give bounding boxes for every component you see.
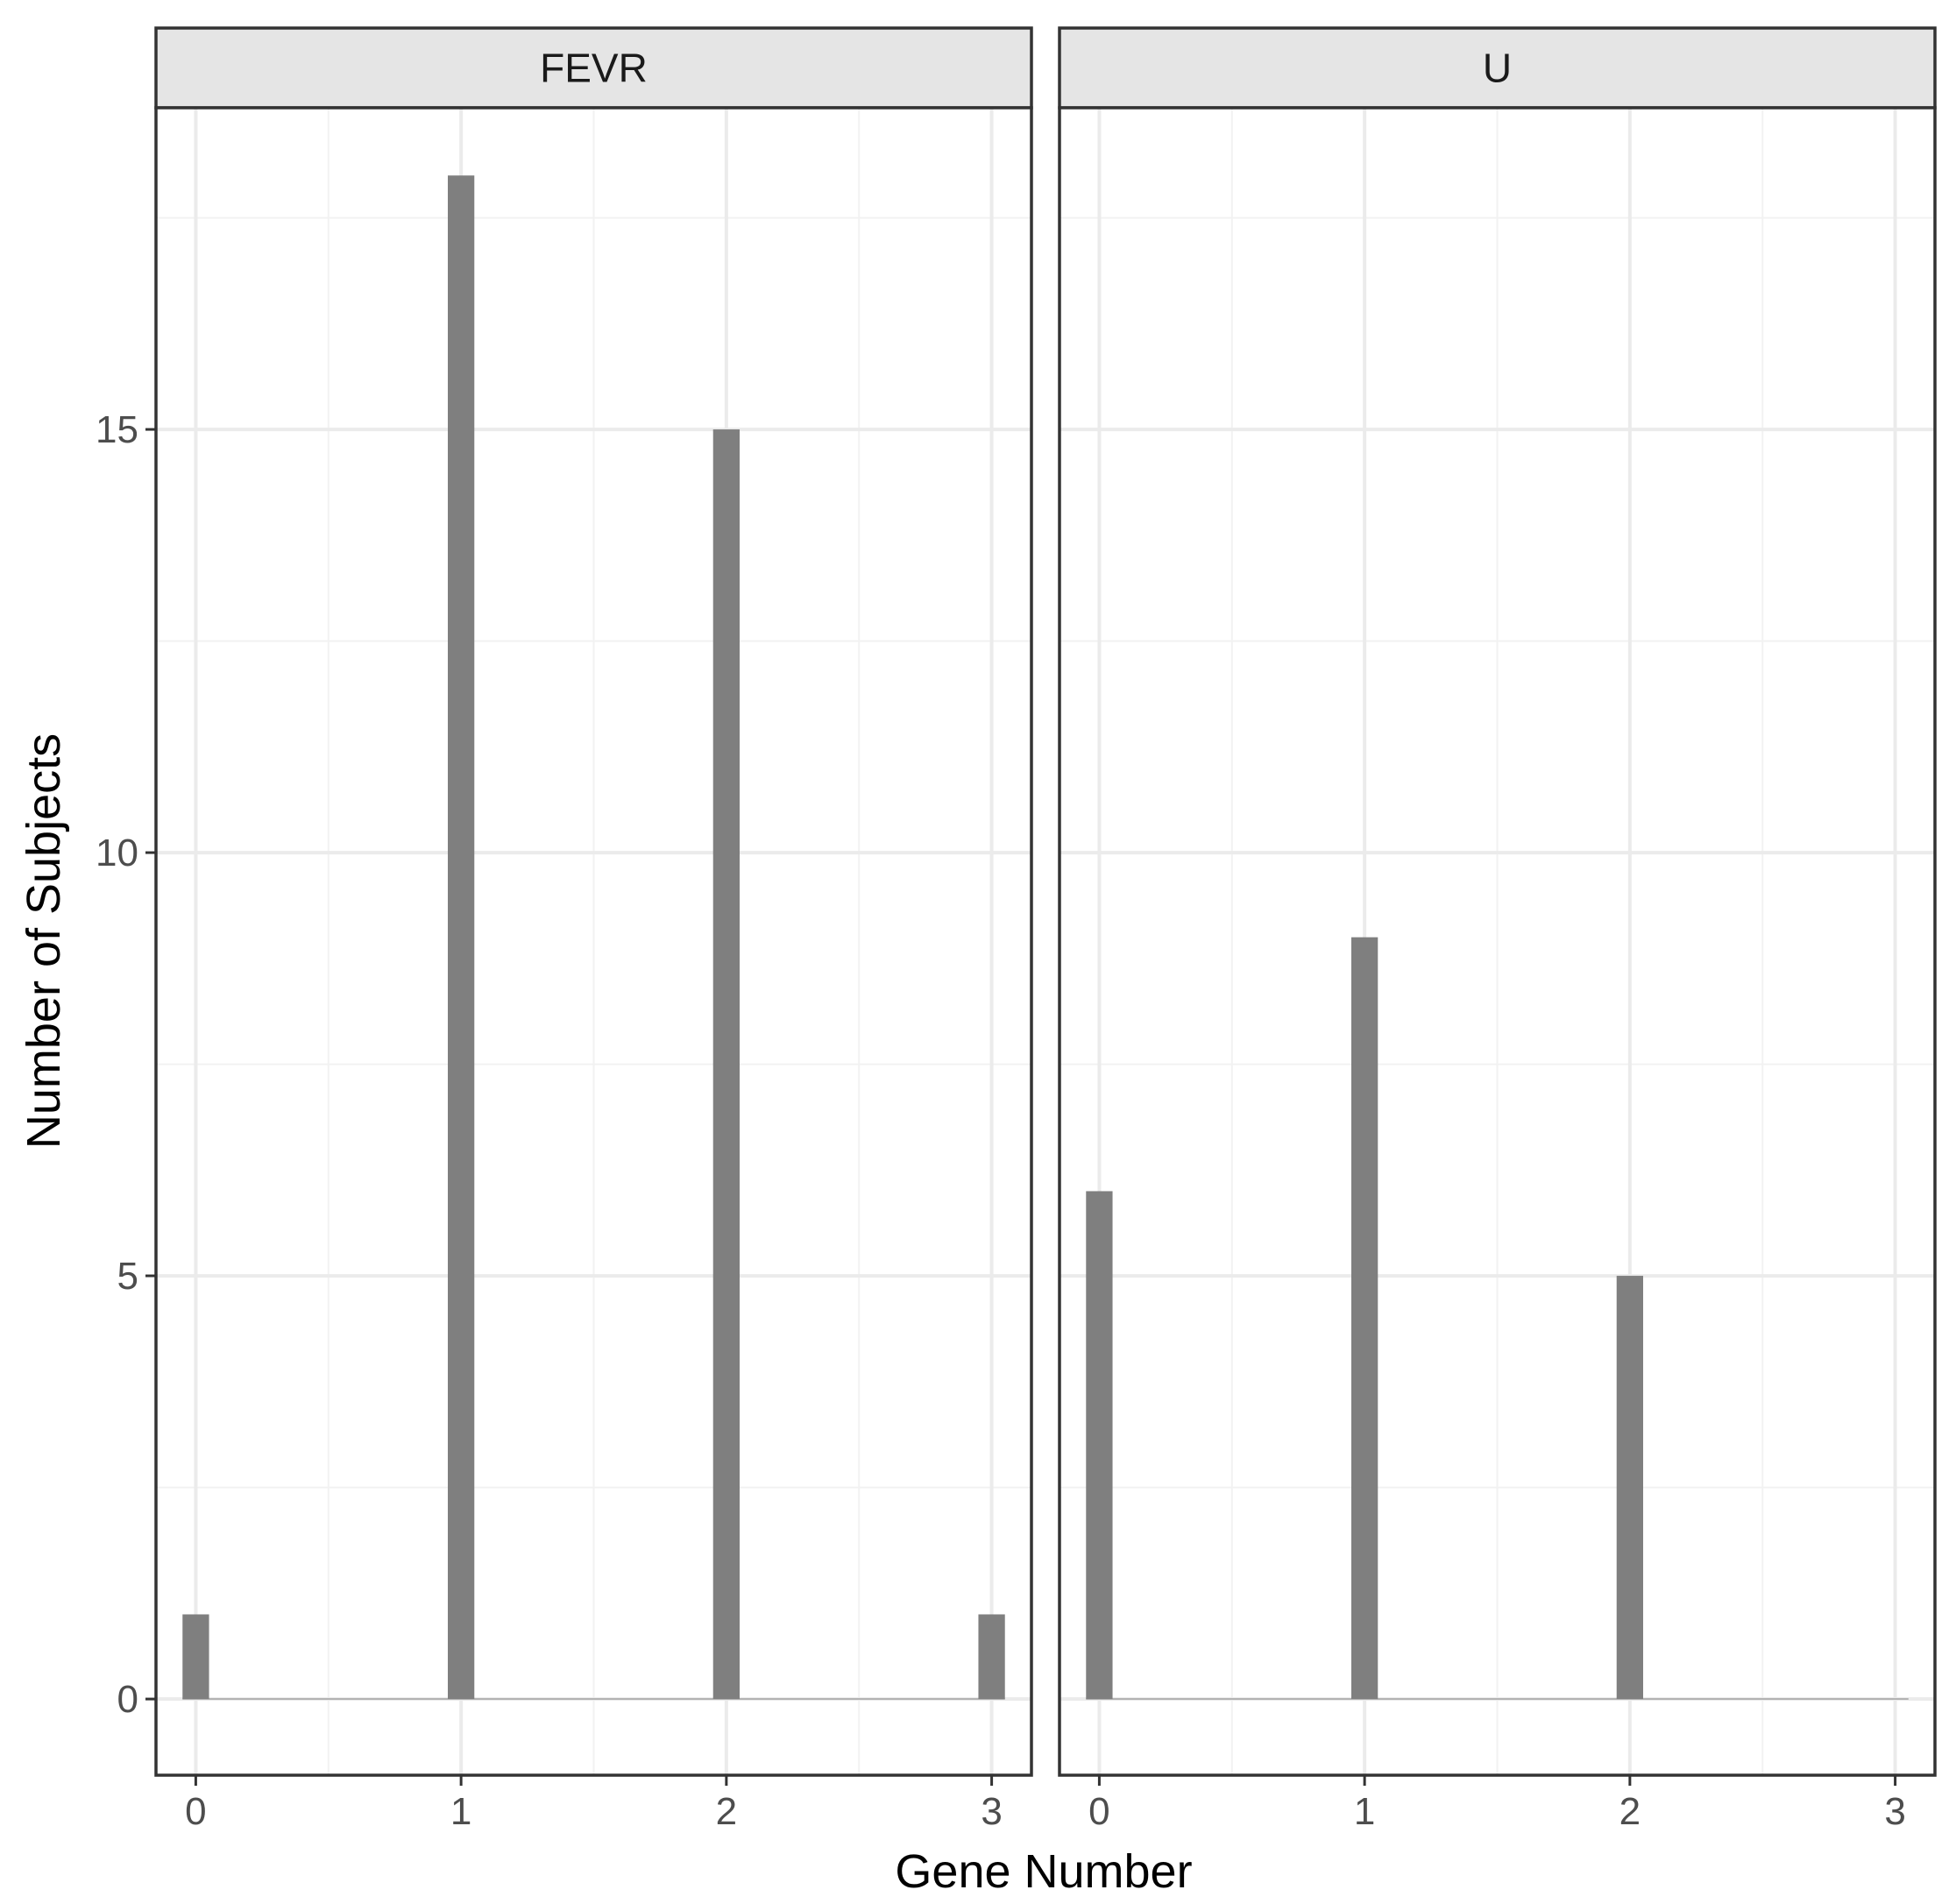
y-axis-title: Number of Subjects (18, 733, 70, 1149)
y-tick-label: 15 (96, 408, 138, 451)
x-tick-label: 0 (1088, 1790, 1109, 1833)
bar-fevr-0 (182, 1614, 209, 1700)
x-tick-label: 2 (716, 1790, 737, 1833)
panels: FEVR 0 1 2 3 0 5 10 15 U 0 1 2 3 (96, 26, 1937, 1833)
panel-border (154, 106, 1033, 1777)
bar-fevr-2 (712, 429, 740, 1700)
bar-u-1 (1351, 937, 1378, 1700)
strip-header (1058, 26, 1937, 110)
strip-label: FEVR (540, 46, 648, 91)
panel-fevr: FEVR 0 1 2 3 0 5 10 15 (96, 26, 1033, 1833)
strip-label: U (1483, 46, 1512, 91)
bar-fevr-3 (978, 1614, 1005, 1700)
panel-border (1058, 106, 1937, 1777)
bar-u-0 (1086, 1191, 1113, 1700)
bar-fevr-1 (448, 175, 475, 1700)
x-tick-label: 1 (450, 1790, 471, 1833)
x-tick-label: 1 (1354, 1790, 1375, 1833)
x-tick-label: 2 (1619, 1790, 1641, 1833)
strip-header (154, 26, 1033, 110)
y-tick-label: 10 (96, 832, 138, 874)
x-tick-label: 3 (981, 1790, 1002, 1833)
x-tick-label: 0 (185, 1790, 206, 1833)
x-axis-title: Gene Number (895, 1845, 1192, 1898)
y-tick-label: 0 (117, 1678, 138, 1721)
x-tick-label: 3 (1884, 1790, 1905, 1833)
y-tick-label: 5 (117, 1255, 138, 1298)
bar-u-2 (1616, 1276, 1643, 1700)
panel-u: U 0 1 2 3 (1058, 26, 1937, 1833)
